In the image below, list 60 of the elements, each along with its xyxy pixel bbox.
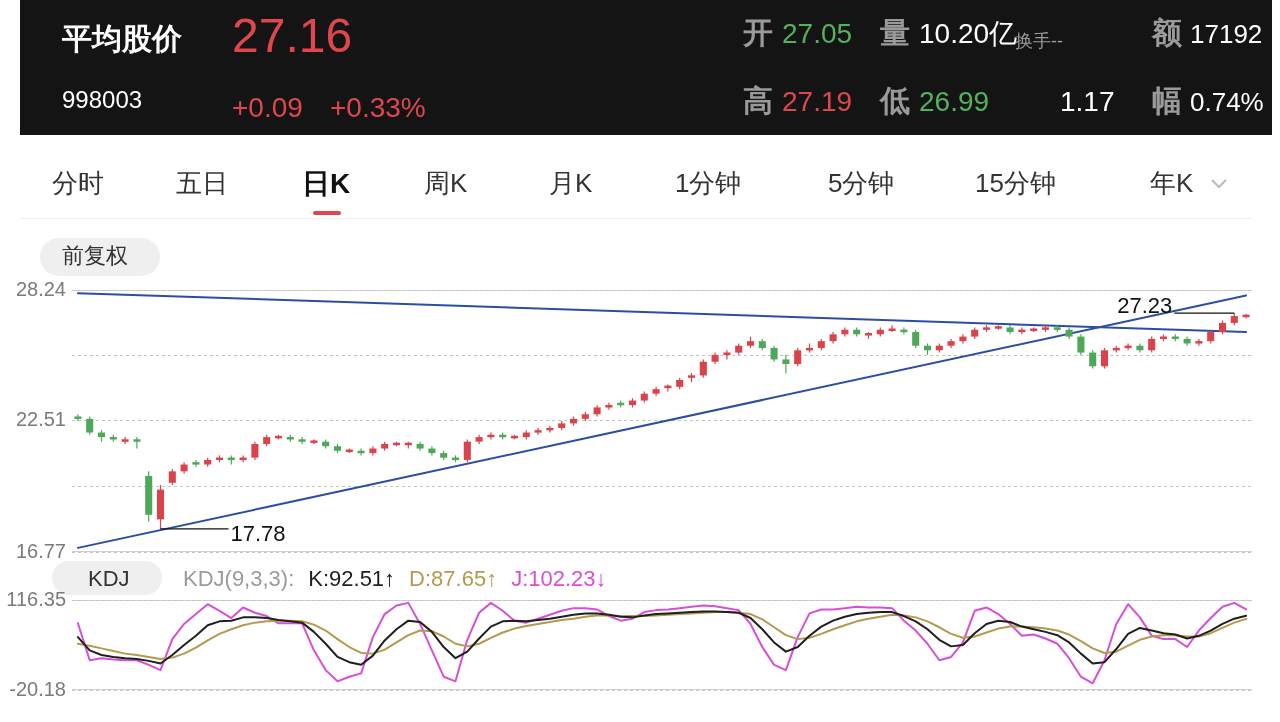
text: 15分钟 (975, 168, 1056, 198)
text: 换手-- (1015, 31, 1063, 51)
candlestick (298, 436, 306, 445)
candlestick (912, 329, 920, 349)
text: 日K (302, 168, 351, 199)
annotation: 17.78 (230, 520, 286, 546)
candlestick (723, 349, 731, 361)
text: 17192 (1190, 19, 1263, 49)
text: 月K (549, 168, 593, 198)
text: 27.19 (782, 86, 853, 117)
y-tick-label: 22.51 (15, 408, 66, 431)
text: +0.33% (330, 92, 426, 123)
text: 0.74% (1190, 87, 1264, 117)
series-label: K:92.51↑ (308, 566, 396, 591)
y-tick-label: 16.77 (15, 539, 66, 562)
text: 开 (743, 16, 773, 49)
candlestick (121, 436, 129, 445)
annotation: 27.23 (1117, 293, 1173, 319)
text: 幅 (1152, 84, 1182, 117)
y-tick-label: -20.18 (9, 677, 66, 700)
candlestick (782, 354, 790, 374)
candlestick (1089, 349, 1097, 370)
candlestick (605, 402, 613, 411)
text: 27.05 (782, 18, 853, 49)
candlestick (888, 324, 896, 333)
text: 平均股价 (62, 22, 182, 55)
candlestick (192, 459, 200, 468)
text: 高 (743, 84, 773, 117)
candlestick (699, 358, 707, 379)
text: 低 (880, 84, 910, 117)
candlestick (1100, 347, 1109, 370)
text: 前复权 (62, 243, 128, 268)
candlestick (1195, 338, 1203, 347)
y-tick-label: 116.35 (6, 587, 66, 610)
text: 27.16 (232, 9, 353, 62)
candlestick (86, 415, 94, 436)
candlestick (1077, 333, 1085, 356)
text: 分时 (52, 168, 104, 198)
candlestick (794, 347, 802, 367)
chart-subtitle: KDJ(9,3,3): (183, 566, 295, 591)
text: 五日 (176, 168, 228, 198)
text: 1分钟 (675, 168, 742, 198)
text: 周K (424, 168, 468, 198)
text: 26.99 (919, 86, 990, 117)
candlestick (133, 436, 141, 450)
candlestick (534, 427, 542, 436)
candlestick (74, 413, 82, 422)
text: 998003 (62, 86, 143, 113)
series-label: D:87.65↑ (409, 566, 498, 591)
text: 5分钟 (828, 168, 895, 198)
text: 额 (1152, 16, 1182, 49)
text: +0.09 (232, 92, 303, 123)
chart-title: KDJ (88, 566, 130, 591)
text: 1.17 (1060, 86, 1115, 117)
text: 年K (1150, 168, 1194, 198)
candlestick (463, 438, 471, 463)
y-tick-label: 28.24 (15, 277, 66, 300)
series-label: J:102.23↓ (511, 566, 607, 591)
text: 量 (880, 16, 910, 49)
candlestick (251, 441, 259, 461)
